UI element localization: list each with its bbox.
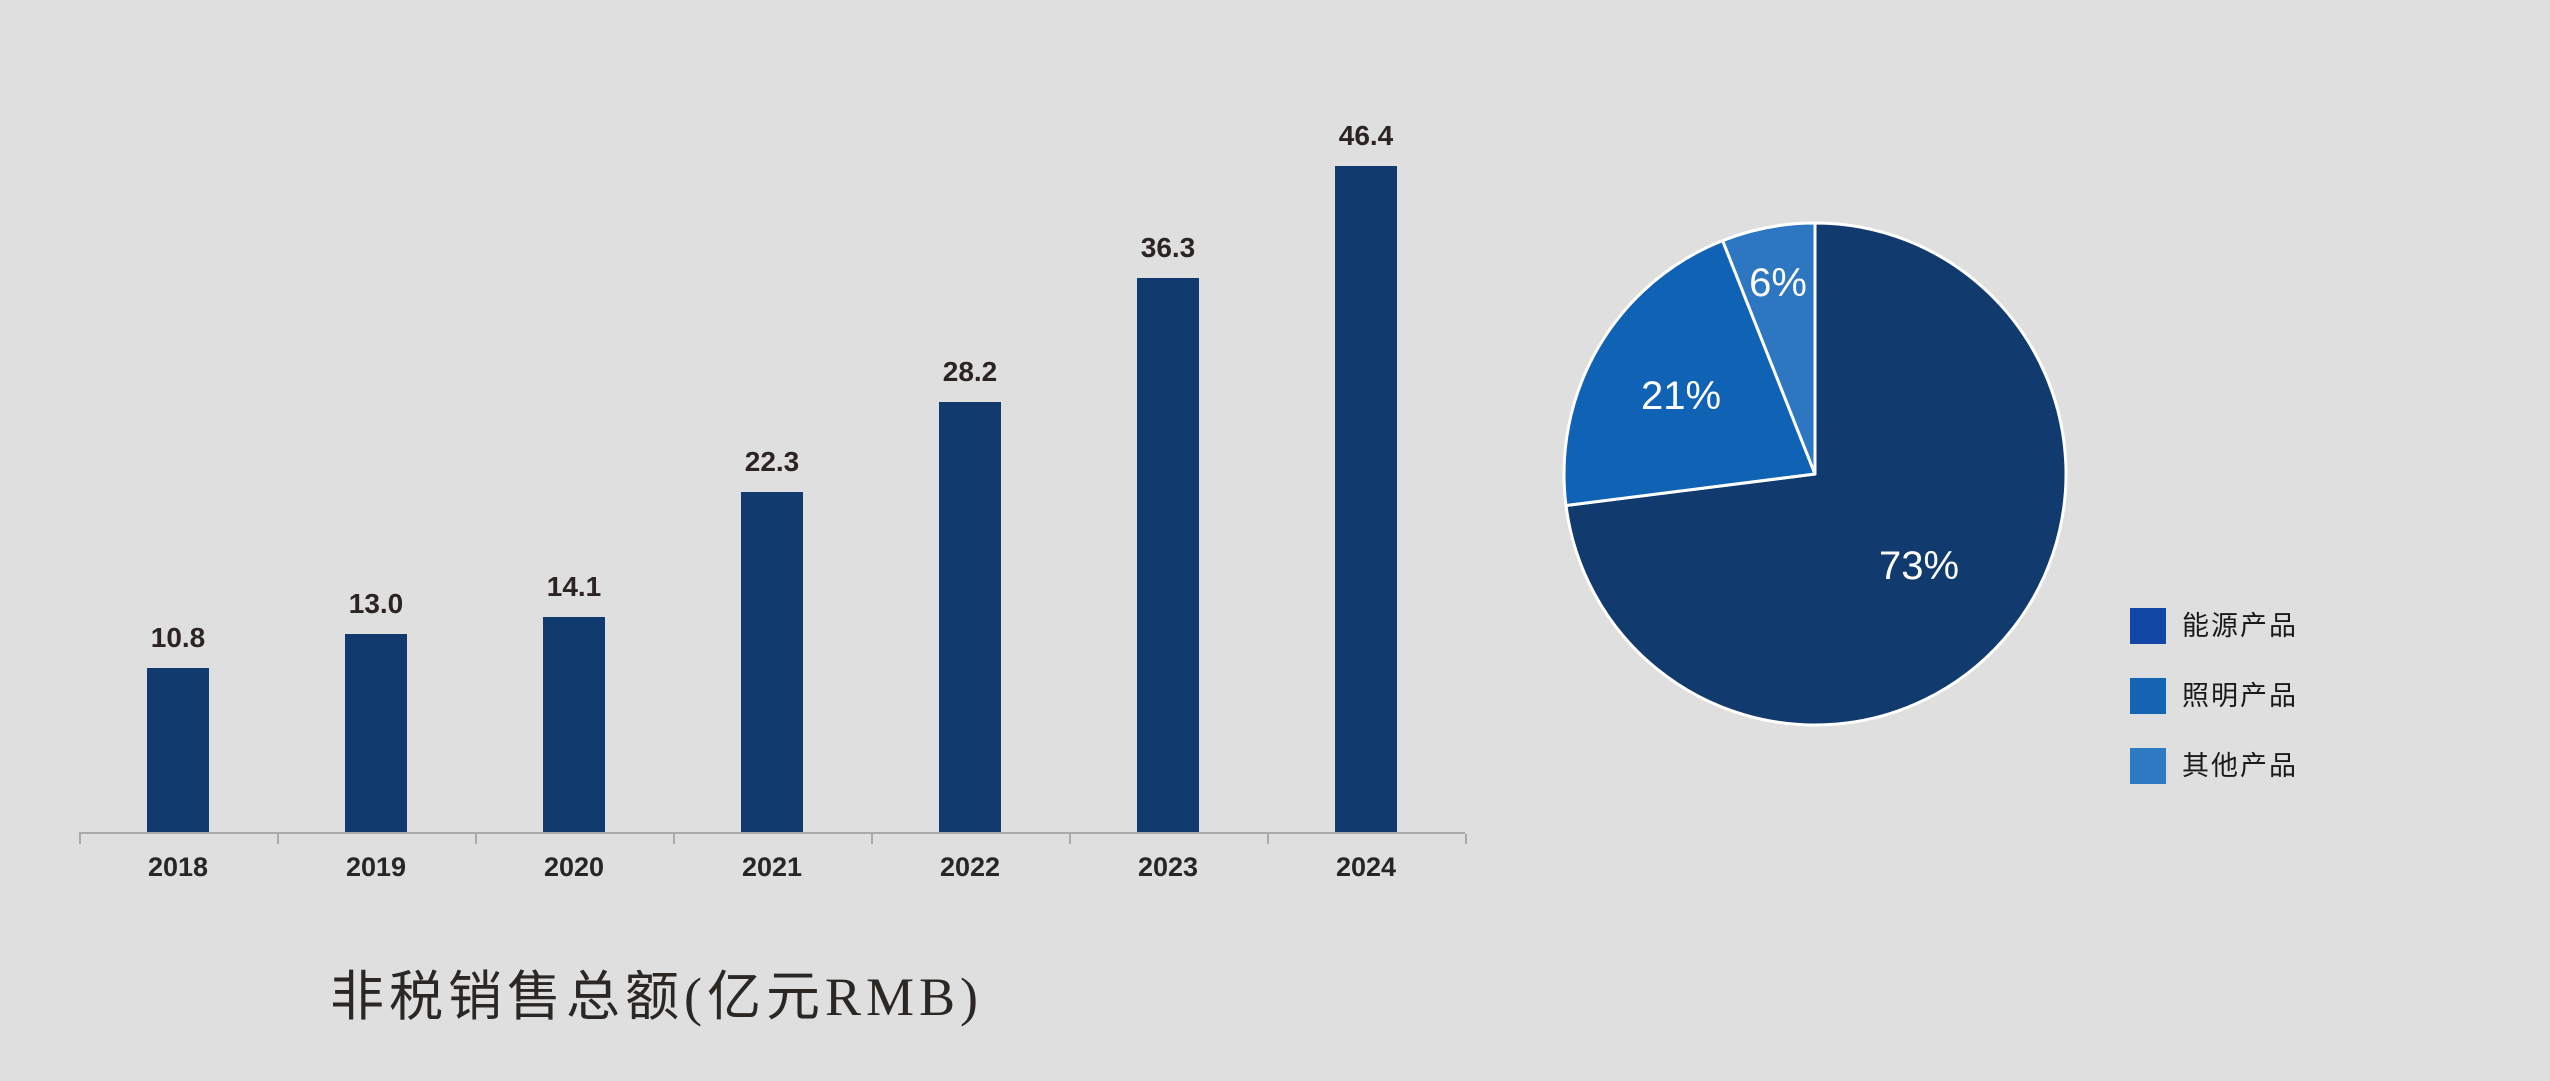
pie-data-label: 73% xyxy=(1879,544,1959,588)
x-axis-tick xyxy=(277,834,279,844)
x-axis-tick xyxy=(673,834,675,844)
pie-slice-0 xyxy=(1564,221,2068,727)
legend-label: 其他产品 xyxy=(2182,751,2298,781)
bar-value-label: 13.0 xyxy=(348,588,404,619)
bar-2024 xyxy=(1335,166,1397,833)
legend-label: 照明产品 xyxy=(2182,681,2298,711)
x-axis-tick xyxy=(1465,834,1467,844)
legend-swatch-icon xyxy=(2130,678,2166,714)
bar-2020 xyxy=(543,617,605,833)
x-axis-label: 2023 xyxy=(1137,852,1199,882)
bar-2021 xyxy=(741,492,803,833)
pie-data-label: 6% xyxy=(1749,261,1807,305)
bar-value-label: 36.3 xyxy=(1140,232,1196,263)
bar-chart-title: 非税销售总额(亿元RMB) xyxy=(330,967,984,1027)
bar-2022 xyxy=(939,402,1001,833)
x-axis-line xyxy=(79,832,1465,834)
x-axis-tick xyxy=(1267,834,1269,844)
x-axis-tick xyxy=(79,834,81,844)
legend-swatch-icon xyxy=(2130,748,2166,784)
bar-2018 xyxy=(147,668,209,833)
bar-value-label: 46.4 xyxy=(1338,120,1394,151)
legend-label: 能源产品 xyxy=(2182,611,2298,641)
x-axis-label: 2020 xyxy=(543,852,605,882)
pie-data-label: 21% xyxy=(1641,374,1721,418)
x-axis-label: 2022 xyxy=(939,852,1001,882)
x-axis-tick xyxy=(475,834,477,844)
x-axis-label: 2021 xyxy=(741,852,803,882)
bar-2023 xyxy=(1137,278,1199,833)
pie-slice-2 xyxy=(1721,221,1817,476)
x-axis-label: 2019 xyxy=(345,852,407,882)
pie-slice-1 xyxy=(1562,239,1817,507)
bar-value-label: 28.2 xyxy=(942,356,998,387)
legend-swatch-icon xyxy=(2130,608,2166,644)
x-axis-tick xyxy=(1069,834,1071,844)
bar-value-label: 22.3 xyxy=(744,446,800,477)
bar-2019 xyxy=(345,634,407,833)
bar-value-label: 10.8 xyxy=(150,622,206,653)
bar-value-label: 14.1 xyxy=(546,571,602,602)
legend-item-2: 其他产品 xyxy=(2130,748,2298,784)
x-axis-label: 2018 xyxy=(147,852,209,882)
x-axis-tick xyxy=(871,834,873,844)
legend-item-0: 能源产品 xyxy=(2130,608,2298,644)
x-axis-label: 2024 xyxy=(1335,852,1397,882)
legend-item-1: 照明产品 xyxy=(2130,678,2298,714)
